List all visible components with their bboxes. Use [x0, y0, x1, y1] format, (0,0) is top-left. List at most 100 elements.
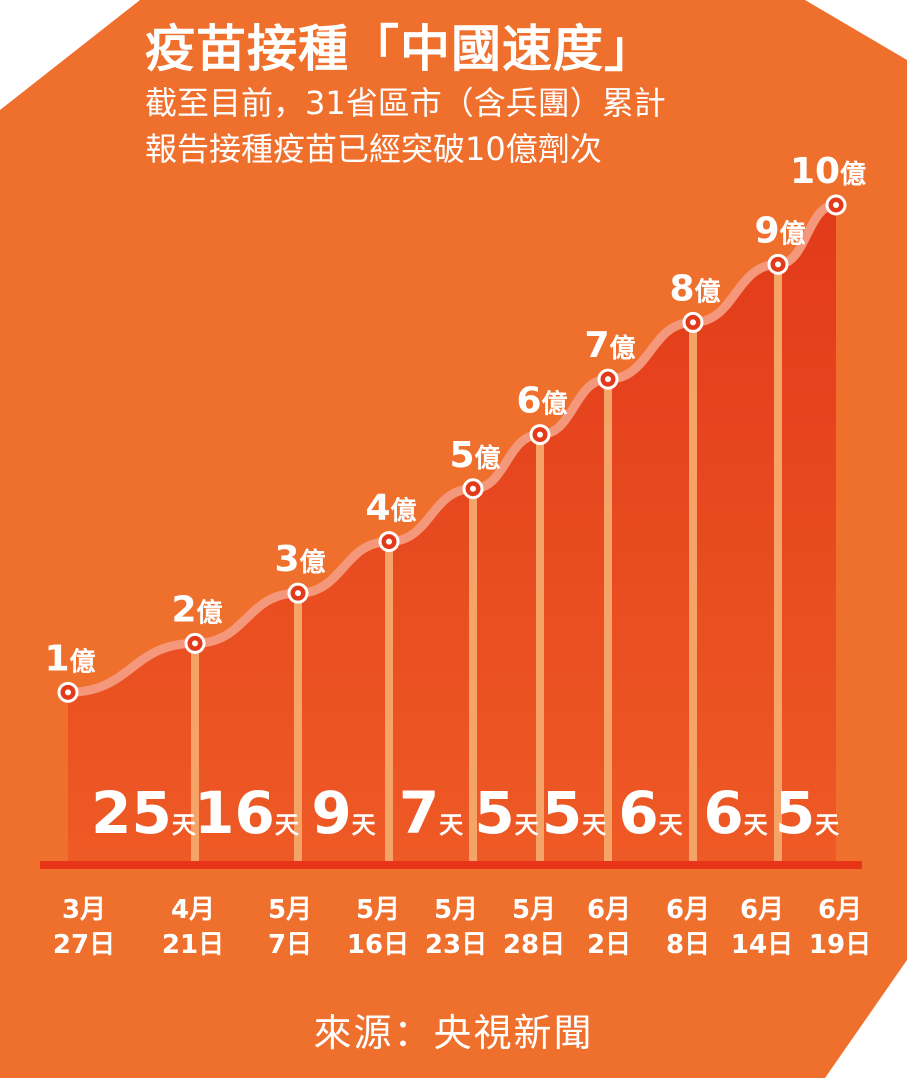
interval-number: 9 — [311, 779, 351, 847]
x-tick-day: 21日 — [162, 930, 224, 960]
point-label-number: 3 — [274, 539, 299, 580]
point-label-unit: 億 — [300, 548, 326, 578]
point-label-unit: 億 — [197, 598, 223, 628]
interval-unit: 天 — [815, 811, 839, 839]
divider-bar — [191, 643, 199, 863]
divider-bar — [604, 379, 612, 863]
x-tick-day: 7日 — [268, 930, 312, 960]
x-tick-month: 6月 — [818, 895, 862, 925]
page-title: 疫苗接種「中國速度」 — [145, 20, 655, 78]
interval-label: 9天 — [311, 779, 375, 847]
x-tick-month: 3月 — [62, 895, 106, 925]
interval-label: 5天 — [775, 779, 839, 847]
point-label: 10億 — [790, 151, 866, 192]
divider-bar — [689, 322, 697, 863]
point-label: 3億 — [274, 539, 325, 580]
point-label-unit: 億 — [391, 497, 417, 527]
point-label-unit: 億 — [610, 334, 636, 364]
point-label: 2億 — [171, 589, 222, 630]
interval-number: 5 — [775, 779, 815, 847]
interval-number: 5 — [474, 779, 514, 847]
subtitle-line-2: 報告接種疫苗已經突破10億劑次 — [145, 130, 602, 168]
point-label-unit: 億 — [780, 219, 806, 249]
point-label: 9億 — [754, 210, 805, 251]
interval-unit: 天 — [744, 811, 768, 839]
x-tick-day: 16日 — [347, 930, 409, 960]
data-point-center — [537, 431, 543, 438]
point-label-number: 8 — [669, 268, 694, 309]
x-tick-day: 19日 — [809, 930, 871, 960]
point-label: 6億 — [516, 381, 567, 422]
point-label: 5億 — [449, 435, 500, 476]
interval-label: 6天 — [618, 779, 682, 847]
x-tick-month: 6月 — [587, 895, 631, 925]
x-tick-day: 27日 — [53, 930, 115, 960]
subtitle-line-1: 截至目前，31省區市（含兵團）累計 — [145, 84, 666, 122]
x-tick-day: 28日 — [503, 930, 565, 960]
point-label-number: 1 — [44, 638, 69, 679]
point-label: 1億 — [44, 638, 95, 679]
interval-unit: 天 — [659, 811, 683, 839]
interval-number: 16 — [194, 779, 275, 847]
point-label-unit: 億 — [695, 277, 721, 307]
interval-number: 25 — [91, 779, 172, 847]
x-axis-line — [40, 861, 862, 869]
interval-unit: 天 — [439, 811, 463, 839]
series-line — [63, 200, 841, 697]
x-tick-month: 5月 — [268, 895, 312, 925]
data-point-center — [775, 261, 781, 268]
data-point-center — [605, 376, 611, 383]
point-label-number: 7 — [584, 325, 609, 366]
x-tick-day: 14日 — [731, 930, 793, 960]
interval-number: 6 — [703, 779, 743, 847]
x-tick-day: 2日 — [587, 930, 631, 960]
point-label-number: 5 — [449, 435, 474, 476]
x-tick-month: 5月 — [356, 895, 400, 925]
interval-label: 5天 — [474, 779, 538, 847]
x-tick-month: 5月 — [512, 895, 556, 925]
point-label-unit: 億 — [542, 390, 568, 420]
interval-unit: 天 — [582, 811, 606, 839]
header: 疫苗接種「中國速度」 截至目前，31省區市（含兵團）累計 報告接種疫苗已經突破1… — [145, 18, 885, 172]
interval-label: 16天 — [194, 779, 299, 847]
point-label: 7億 — [584, 325, 635, 366]
area-fill — [68, 205, 836, 863]
point-label: 8億 — [669, 268, 720, 309]
point-label-number: 9 — [754, 210, 779, 251]
interval-label: 5天 — [542, 779, 606, 847]
point-label: 4億 — [365, 488, 416, 529]
x-tick-month: 6月 — [666, 895, 710, 925]
interval-number: 7 — [399, 779, 439, 847]
x-tick-month: 4月 — [171, 895, 215, 925]
data-point-center — [470, 485, 476, 492]
point-label-number: 4 — [365, 488, 390, 529]
x-tick-month: 6月 — [740, 895, 784, 925]
divider-bar — [774, 264, 782, 864]
interval-label: 7天 — [399, 779, 463, 847]
point-label-unit: 億 — [70, 647, 96, 677]
point-label-unit: 億 — [840, 160, 866, 190]
source-credit: 來源：央視新聞 — [313, 1011, 594, 1055]
interval-unit: 天 — [352, 811, 376, 839]
interval-unit: 天 — [275, 811, 299, 839]
data-point-center — [295, 590, 301, 597]
interval-number: 5 — [542, 779, 582, 847]
data-point-center — [65, 689, 71, 696]
data-point-center — [833, 202, 839, 208]
divider-bar — [536, 434, 544, 863]
interval-number: 6 — [618, 779, 658, 847]
data-point-center — [690, 319, 696, 326]
data-point-center — [386, 538, 392, 545]
interval-label: 6天 — [703, 779, 767, 847]
interval-unit: 天 — [172, 811, 196, 839]
data-point-center — [192, 640, 198, 647]
divider-bar — [294, 593, 302, 863]
divider-bar — [469, 488, 477, 863]
interval-unit: 天 — [515, 811, 539, 839]
point-label-number: 2 — [171, 589, 196, 630]
x-tick-month: 5月 — [434, 895, 478, 925]
x-tick-day: 8日 — [666, 930, 710, 960]
x-tick-day: 23日 — [425, 930, 487, 960]
point-label-number: 6 — [516, 381, 541, 422]
